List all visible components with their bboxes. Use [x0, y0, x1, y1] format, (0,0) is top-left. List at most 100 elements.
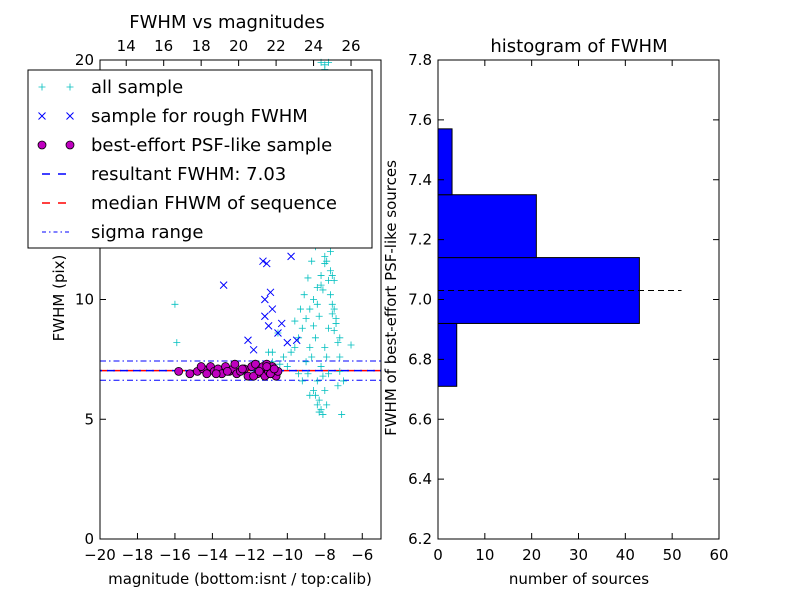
scatter-title: FWHM vs magnitudes	[129, 12, 324, 33]
data-point	[321, 343, 329, 351]
top-tick-label: 24	[304, 37, 323, 55]
data-point	[317, 281, 325, 289]
y-tick-label: 7.0	[408, 291, 432, 309]
x-tick-label: −6	[351, 546, 373, 564]
data-point	[298, 377, 306, 385]
data-point	[304, 370, 312, 378]
data-point	[311, 391, 319, 399]
legend-box	[27, 69, 373, 249]
data-point	[237, 364, 247, 374]
data-point	[300, 291, 308, 299]
data-point	[310, 296, 318, 303]
data-point	[321, 61, 329, 69]
x-tick-label: −20	[84, 546, 116, 564]
scatter-ticks: −20 −18 −16 −14 −12 −10 −8 −6 0 5 10 20 14 16 18 20 22 24…	[75, 37, 373, 564]
legend-label: resultant FWHM: 7.03	[91, 164, 286, 185]
data-point	[311, 334, 319, 342]
legend: all sample sample for rough FWHM best-effo…	[27, 69, 373, 249]
histogram-x-axis-label: number of sources	[509, 570, 649, 588]
data-point	[336, 367, 344, 375]
data-point	[219, 281, 228, 289]
data-point	[291, 343, 299, 351]
data-point	[274, 329, 282, 337]
x-tick-label: −12	[234, 546, 266, 564]
data-point	[298, 324, 306, 332]
data-point	[265, 348, 273, 356]
histogram-title: histogram of FWHM	[490, 36, 667, 57]
data-point	[325, 324, 333, 332]
data-point	[334, 339, 342, 347]
top-tick-label: 16	[154, 37, 173, 55]
data-point	[323, 353, 331, 361]
data-point	[269, 364, 279, 374]
y-tick-label: 6.4	[408, 470, 432, 488]
data-point	[287, 252, 295, 261]
data-point	[295, 370, 303, 378]
legend-label: sample for rough FWHM	[91, 106, 308, 127]
data-point	[313, 377, 321, 385]
histogram-bar	[437, 128, 453, 196]
data-point	[254, 366, 264, 376]
histogram-panel: 0 10 20 30 40 50 60 6.2 6.4 6.6 6.8 7.0 7.2 7.4 7.6 7.8…	[382, 36, 729, 588]
legend-item: median FHWM of sequence	[42, 193, 337, 214]
x-tick-label: 50	[663, 546, 682, 564]
data-point	[266, 288, 275, 297]
legend-label: sigma range	[91, 222, 203, 243]
data-point	[280, 353, 288, 361]
data-point	[321, 387, 329, 395]
data-point	[319, 410, 327, 418]
data-point	[262, 259, 271, 268]
data-point	[330, 305, 338, 313]
data-point	[173, 339, 181, 347]
y-tick-label: 7.4	[408, 171, 432, 189]
legend-label: median FHWM of sequence	[91, 193, 337, 214]
legend-item: resultant FWHM: 7.03	[42, 164, 286, 185]
data-point	[340, 377, 348, 385]
x-tick-label: 30	[569, 546, 588, 564]
histogram-bar	[437, 194, 537, 259]
legend-label: best-effort PSF-like sample	[91, 135, 332, 156]
data-point	[259, 257, 267, 266]
top-tick-label: 26	[341, 37, 360, 55]
histogram-y-axis-label: FWHM of best-effort PSF-like sources	[382, 160, 400, 436]
data-point	[332, 315, 340, 323]
x-tick-label: 20	[522, 546, 541, 564]
data-point	[283, 338, 292, 347]
data-point	[302, 358, 310, 366]
data-point	[313, 401, 321, 409]
scatter-points	[171, 58, 355, 418]
data-point	[328, 300, 336, 308]
legend-marker	[66, 83, 74, 91]
legend-items: all sample sample for rough FWHM best-effo…	[37, 77, 337, 243]
legend-item: all sample	[38, 77, 183, 98]
data-point	[306, 343, 314, 351]
data-point	[296, 305, 304, 313]
top-tick-label: 14	[117, 37, 136, 55]
legend-marker	[37, 140, 47, 150]
data-point	[244, 336, 252, 345]
data-point	[313, 300, 321, 308]
legend-item: best-effort PSF-like sample	[37, 135, 332, 156]
data-point	[260, 312, 269, 321]
data-point	[325, 370, 333, 378]
data-point	[304, 274, 312, 282]
scatter-y-axis-label: FWHM (pix)	[50, 255, 68, 342]
data-point	[310, 322, 318, 330]
data-point	[326, 248, 334, 256]
y-tick-label: 7.8	[408, 51, 432, 69]
data-point	[338, 410, 346, 418]
y-tick-label: 6.2	[408, 530, 432, 548]
scatter-x-axis-label: magnitude (bottom:isnt / top:calib)	[108, 570, 372, 588]
series-circle	[174, 359, 283, 381]
legend-marker	[66, 112, 74, 120]
data-point	[308, 353, 316, 361]
data-point	[315, 312, 323, 320]
data-point	[319, 372, 327, 380]
x-tick-label: 0	[433, 546, 443, 564]
data-point	[302, 315, 310, 323]
data-point	[321, 252, 329, 260]
y-tick-label: 5	[84, 410, 94, 428]
top-tick-label: 20	[229, 37, 248, 55]
x-tick-label: −16	[159, 546, 191, 564]
